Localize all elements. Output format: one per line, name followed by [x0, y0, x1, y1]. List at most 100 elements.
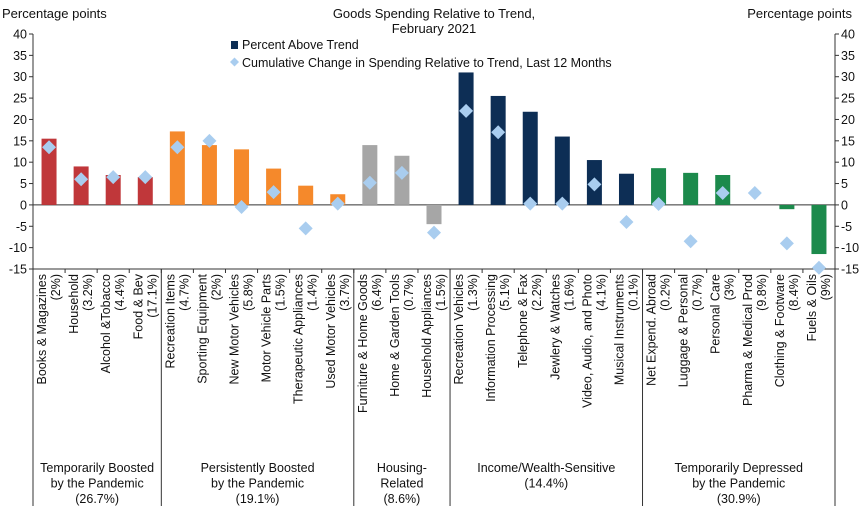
- category-label-line: Therapeutic Appliances: [292, 274, 306, 404]
- marker-point: [138, 170, 153, 185]
- legend: Percent Above Trend Cumulative Change in…: [230, 38, 612, 70]
- group-label: (30.9%): [717, 492, 761, 506]
- category-label-line: (17.1%): [145, 274, 159, 318]
- axes: -15 -15 -10 -10 -5 -5 0 0 5 5 10 10 15 15 20 20 25 25 30 30…: [9, 28, 859, 506]
- legend-marker-label: Cumulative Change in Spending Relative t…: [242, 56, 612, 70]
- y-tick-label-left: 40: [13, 28, 27, 42]
- category-label-line: (9.8%): [755, 274, 769, 311]
- marker-point: [170, 140, 185, 155]
- bar: [362, 145, 378, 205]
- bar: [426, 204, 442, 225]
- category-label-line: (2%): [209, 274, 223, 300]
- category-label: Alcohol &Tobacco(4.4%): [99, 274, 127, 373]
- category-label: Video, Audio, and Photo(4.1%): [580, 274, 608, 408]
- chart-title-line-1: Goods Spending Relative to Trend,: [333, 6, 535, 21]
- marker-point: [651, 197, 666, 212]
- category-label-line: Used Motor Vehicles: [324, 274, 338, 389]
- y-tick-label-right: -10: [841, 241, 859, 255]
- group-label: (19.1%): [236, 492, 280, 506]
- category-label-line: (1.5%): [274, 274, 288, 311]
- category-label-line: (9%): [819, 274, 833, 300]
- marker-point: [555, 196, 570, 211]
- category-label-line: Food & Bev: [131, 273, 145, 339]
- marker-point: [779, 236, 794, 251]
- category-label-line: Pharma & Medical Prod: [741, 274, 755, 406]
- y-tick-label-right: 10: [841, 156, 855, 170]
- bar: [298, 185, 314, 205]
- category-label-line: (1.4%): [306, 274, 320, 311]
- marker-point: [491, 125, 506, 140]
- category-label: Luggage & Personal(0.7%): [677, 274, 705, 387]
- category-label: Household Appliances(1.5%): [420, 274, 448, 398]
- bar: [618, 173, 634, 205]
- category-label-line: Recreation Vehicles: [452, 274, 466, 384]
- category-label-line: (3.7%): [338, 274, 352, 311]
- category-label: Therapeutic Appliances(1.4%): [292, 274, 320, 404]
- bar: [458, 72, 474, 205]
- marker-point: [202, 133, 217, 148]
- bar: [137, 177, 153, 205]
- bar: [522, 111, 538, 205]
- marker-point: [362, 175, 377, 190]
- y-tick-label-right: -15: [841, 263, 859, 277]
- category-label: Information Processing(5.1%): [484, 274, 512, 402]
- y-tick-label-left: 0: [20, 198, 27, 212]
- y-axis-label-right: Percentage points: [747, 6, 852, 21]
- marker-point: [619, 215, 634, 229]
- bars: [41, 72, 827, 255]
- category-label: Telephone & Fax(2.2%): [516, 273, 544, 368]
- category-label: Net Expend. Abroad(0.2%): [645, 274, 673, 386]
- category-label-line: (0.7%): [402, 274, 416, 311]
- marker-point: [330, 196, 345, 211]
- category-label-line: (0.1%): [626, 274, 640, 311]
- marker-point: [266, 185, 281, 200]
- category-label-line: (4.7%): [177, 274, 191, 311]
- marker-point: [234, 200, 249, 215]
- y-tick-label-left: 15: [13, 134, 27, 148]
- category-label: Food & Bev(17.1%): [131, 273, 159, 339]
- category-label-line: New Motor Vehicles: [228, 274, 242, 384]
- y-tick-label-right: 5: [841, 177, 848, 191]
- group-label: Temporarily Depressed: [674, 461, 803, 475]
- marker-point: [747, 185, 762, 200]
- marker-point: [459, 103, 474, 118]
- group-label: Temporarily Boosted: [40, 461, 154, 475]
- category-label-line: (6.4%): [370, 274, 384, 311]
- y-tick-label-right: 20: [841, 113, 855, 127]
- category-label-line: (1.6%): [562, 274, 576, 311]
- category-label-line: Recreation Items: [163, 274, 177, 368]
- category-label-line: Books & Magazines: [35, 274, 49, 384]
- category-label-line: (2%): [49, 274, 63, 300]
- y-axis-label-left: Percentage points: [2, 6, 107, 21]
- y-tick-label-left: 10: [13, 156, 27, 170]
- y-tick-label-left: 25: [13, 92, 27, 106]
- category-label: Furniture & Home Goods(6.4%): [356, 274, 384, 413]
- category-label-line: (2.2%): [530, 274, 544, 311]
- bar: [490, 95, 506, 205]
- category-label: Fuels & Oils(9%): [805, 274, 833, 341]
- category-label-line: Information Processing: [484, 274, 498, 402]
- y-tick-label-left: -15: [9, 263, 27, 277]
- y-tick-label-left: -5: [16, 220, 27, 234]
- category-label-line: Luggage & Personal: [677, 274, 691, 387]
- category-label-line: (5.1%): [498, 274, 512, 311]
- category-label: Jewlery & Watches(1.6%): [548, 274, 576, 380]
- category-label: Clothing & Footware(8.4%): [773, 274, 801, 387]
- category-label-line: Fuels & Oils: [805, 274, 819, 341]
- marker-point: [715, 185, 730, 200]
- y-tick-label-left: 35: [13, 49, 27, 63]
- y-tick-label-right: 15: [841, 134, 855, 148]
- category-label-line: (5.8%): [242, 274, 256, 311]
- category-label: Household(3.2%): [67, 274, 95, 334]
- group-label: Persistently Boosted: [201, 461, 315, 475]
- group-label: Housing-: [377, 461, 427, 475]
- category-label: Home & Garden Tools(0.7%): [388, 274, 416, 397]
- marker-point: [298, 221, 313, 236]
- category-label-line: Clothing & Footware: [773, 274, 787, 387]
- category-label-line: (3%): [723, 274, 737, 300]
- category-label: Recreation Items(4.7%): [163, 274, 191, 368]
- y-tick-label-right: 0: [841, 198, 848, 212]
- category-label-line: Personal Care: [709, 274, 723, 354]
